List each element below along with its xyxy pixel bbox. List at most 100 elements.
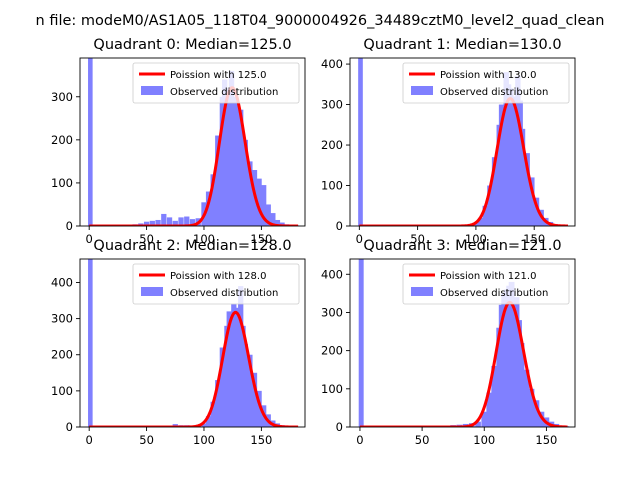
x-tick-label: 50: [415, 433, 430, 447]
y-tick-label: 100: [51, 384, 73, 398]
legend-box: [132, 263, 300, 305]
observed-bar: [242, 343, 248, 427]
y-tick-label: 200: [321, 138, 343, 152]
legend-box: [402, 263, 570, 305]
figure-suptitle: n file: modeM0/AS1A05_118T04_9000004926_…: [36, 13, 605, 29]
observed-bar: [533, 197, 540, 226]
observed-bar-zero-spike: [88, 259, 93, 427]
observed-bar: [210, 174, 216, 226]
observed-bar: [161, 213, 167, 226]
x-tick-label: 100: [473, 433, 495, 447]
y-tick-label: 100: [51, 176, 73, 190]
observed-bar: [155, 219, 161, 226]
observed-bar: [270, 213, 276, 226]
poisson-curve: [88, 86, 299, 226]
y-tick-label: 0: [66, 420, 73, 434]
observed-bar: [486, 392, 493, 427]
observed-bar: [184, 216, 190, 226]
y-tick-label: 100: [321, 179, 343, 193]
y-tick-label: 400: [51, 275, 73, 289]
y-tick-label: 300: [321, 305, 343, 319]
observed-bar: [265, 204, 271, 226]
quadrant-2-panel: 0 50 100 150 0 100 200 300 400 Quadrant 2: Median…: [51, 238, 306, 447]
panel-title: Quadrant 1: Median=130.0: [363, 37, 561, 53]
x-tick-label: 100: [465, 232, 487, 246]
legend-observed-swatch: [141, 287, 163, 296]
observed-bar: [487, 185, 493, 226]
y-tick-label: 300: [51, 312, 73, 326]
x-tick-label: 100: [193, 433, 215, 447]
observed-bar: [523, 369, 530, 427]
observed-bar: [251, 372, 258, 427]
x-tick-label: 50: [139, 433, 154, 447]
observed-bar: [166, 217, 173, 226]
legend-observed-swatch: [411, 86, 433, 95]
observed-bar: [178, 217, 184, 226]
observed-bar: [279, 222, 285, 226]
panel-title: Quadrant 0: Median=125.0: [93, 37, 291, 53]
y-tick-label: 200: [51, 133, 73, 147]
x-tick-label: 50: [410, 232, 425, 246]
legend-poisson-label: Poission with 128.0: [170, 271, 266, 282]
observed-bar: [529, 177, 535, 226]
y-tick-label: 0: [336, 420, 343, 434]
observed-bar: [481, 411, 488, 427]
legend-poisson-label: Poission with 125.0: [170, 70, 266, 81]
observed-bar: [238, 109, 244, 226]
observed-bar: [143, 221, 150, 226]
y-tick-label: 400: [321, 267, 343, 281]
observed-bar: [215, 380, 221, 427]
quadrant-3-panel: 0 50 100 150 0 100 200 300 400 Quadrant 3: Median…: [321, 238, 576, 447]
legend-poisson-label: Poission with 130.0: [440, 70, 536, 81]
observed-bar: [261, 185, 267, 226]
legend-observed-label: Observed distribution: [440, 87, 548, 98]
axes-frame: [349, 57, 576, 227]
axes-frame: [79, 57, 306, 227]
axes-frame: [79, 258, 306, 428]
legend-box: [402, 62, 570, 104]
observed-bar: [256, 178, 262, 226]
observed-bar: [533, 400, 540, 427]
observed-bar: [524, 153, 530, 226]
observed-bar: [205, 191, 212, 226]
x-tick-label: 0: [356, 232, 363, 246]
y-tick-label: 300: [51, 90, 73, 104]
y-tick-label: 0: [66, 219, 73, 233]
x-tick-label: 0: [86, 232, 93, 246]
observed-bar-zero-spike: [358, 58, 363, 226]
axes-frame: [349, 258, 576, 428]
y-tick-label: 200: [321, 344, 343, 358]
legend-observed-label: Observed distribution: [440, 288, 548, 299]
poisson-curve: [358, 97, 569, 226]
observed-bar: [149, 220, 155, 226]
observed-bar: [172, 220, 178, 226]
observed-bar: [256, 390, 262, 427]
observed-bar: [210, 401, 216, 427]
x-tick-label: 100: [193, 232, 215, 246]
observed-bar: [219, 347, 225, 427]
observed-bar: [242, 139, 248, 226]
x-tick-label: 0: [86, 433, 93, 447]
y-tick-label: 400: [321, 57, 343, 71]
panel-title: Quadrant 3: Median=121.0: [363, 238, 561, 254]
observed-bar: [482, 205, 488, 226]
legend-poisson-label: Poission with 121.0: [440, 271, 536, 282]
x-tick-label: 150: [535, 433, 557, 447]
observed-bar: [491, 365, 498, 427]
observed-bar: [491, 157, 498, 226]
observed-bar: [477, 217, 484, 226]
observed-bar-zero-spike: [358, 259, 364, 427]
observed-bar: [475, 421, 481, 427]
quadrant-1-panel: 0 50 100 150 0 100 200 300 400 Quadrant 1: Median…: [321, 37, 576, 246]
observed-bar: [201, 423, 207, 427]
observed-bar: [215, 135, 221, 226]
x-tick-label: 150: [523, 232, 545, 246]
observed-bar: [274, 219, 281, 226]
y-tick-label: 300: [321, 98, 343, 112]
observed-bar: [247, 354, 253, 427]
legend-observed-label: Observed distribution: [170, 87, 278, 98]
legend-observed-label: Observed distribution: [170, 288, 278, 299]
y-tick-label: 100: [321, 382, 343, 396]
y-tick-label: 200: [51, 348, 73, 362]
